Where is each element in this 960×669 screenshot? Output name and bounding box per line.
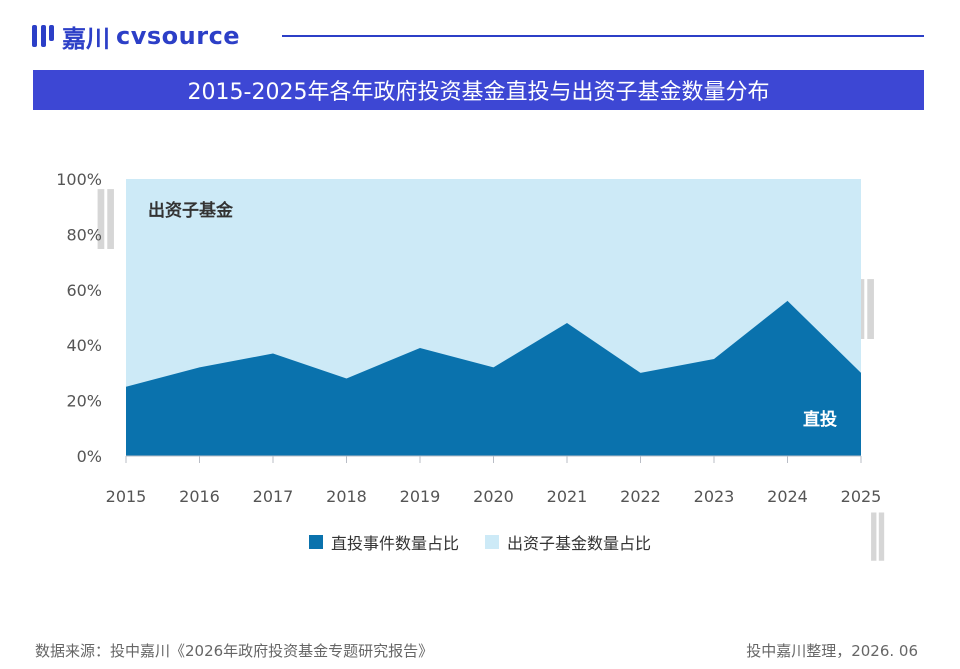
series-area-direct: [126, 300, 861, 456]
x-tick-label: 2023: [694, 487, 735, 506]
y-tick-label: 0%: [77, 447, 102, 466]
x-tick-label: 2017: [253, 487, 294, 506]
x-tick-label: 2018: [326, 487, 367, 506]
chart-title: 2015-2025年各年政府投资基金直投与出资子基金数量分布: [33, 70, 924, 110]
legend-item-fund: 出资子基金数量占比: [485, 530, 651, 554]
y-tick-label: 20%: [66, 392, 102, 411]
area-label-fund: 出资子基金: [148, 200, 234, 221]
logo-en-text: cvsource: [116, 22, 241, 50]
y-tick-label: 40%: [66, 336, 102, 355]
x-tick-label: 2021: [547, 487, 588, 506]
area-label-direct: 直投: [803, 409, 837, 430]
legend-item-direct: 直投事件数量占比: [308, 530, 459, 554]
header-divider: [282, 35, 924, 37]
logo-icon: [32, 25, 54, 47]
x-tick-label: 2015: [106, 487, 147, 506]
credit-note: 投中嘉川整理，2026. 06: [746, 642, 918, 660]
x-tick-label: 2025: [841, 487, 882, 506]
x-tick-label: 2022: [620, 487, 661, 506]
legend-swatch-fund: [485, 535, 499, 549]
x-tick-label: 2020: [473, 487, 514, 506]
x-tick-label: 2019: [400, 487, 441, 506]
watermark-mark: ‖: [90, 180, 120, 250]
legend-label-direct: 直投事件数量占比: [330, 534, 459, 553]
logo-cn-text: 嘉川: [62, 24, 110, 53]
source-note: 数据来源：投中嘉川《2026年政府投资基金专题研究报告》: [35, 642, 434, 660]
header: 嘉川 cvsource: [30, 18, 924, 54]
logo: 嘉川 cvsource: [30, 18, 240, 54]
x-tick-label: 2016: [179, 487, 220, 506]
legend: 直投事件数量占比 出资子基金数量占比: [0, 530, 960, 554]
watermark-mark: ‖: [865, 505, 889, 561]
y-tick-label: 100%: [56, 170, 102, 189]
legend-label-fund: 出资子基金数量占比: [507, 534, 652, 553]
y-tick-label: 80%: [66, 225, 102, 244]
y-tick-label: 60%: [66, 281, 102, 300]
x-tick-label: 2024: [767, 487, 808, 506]
legend-swatch-direct: [308, 535, 323, 549]
